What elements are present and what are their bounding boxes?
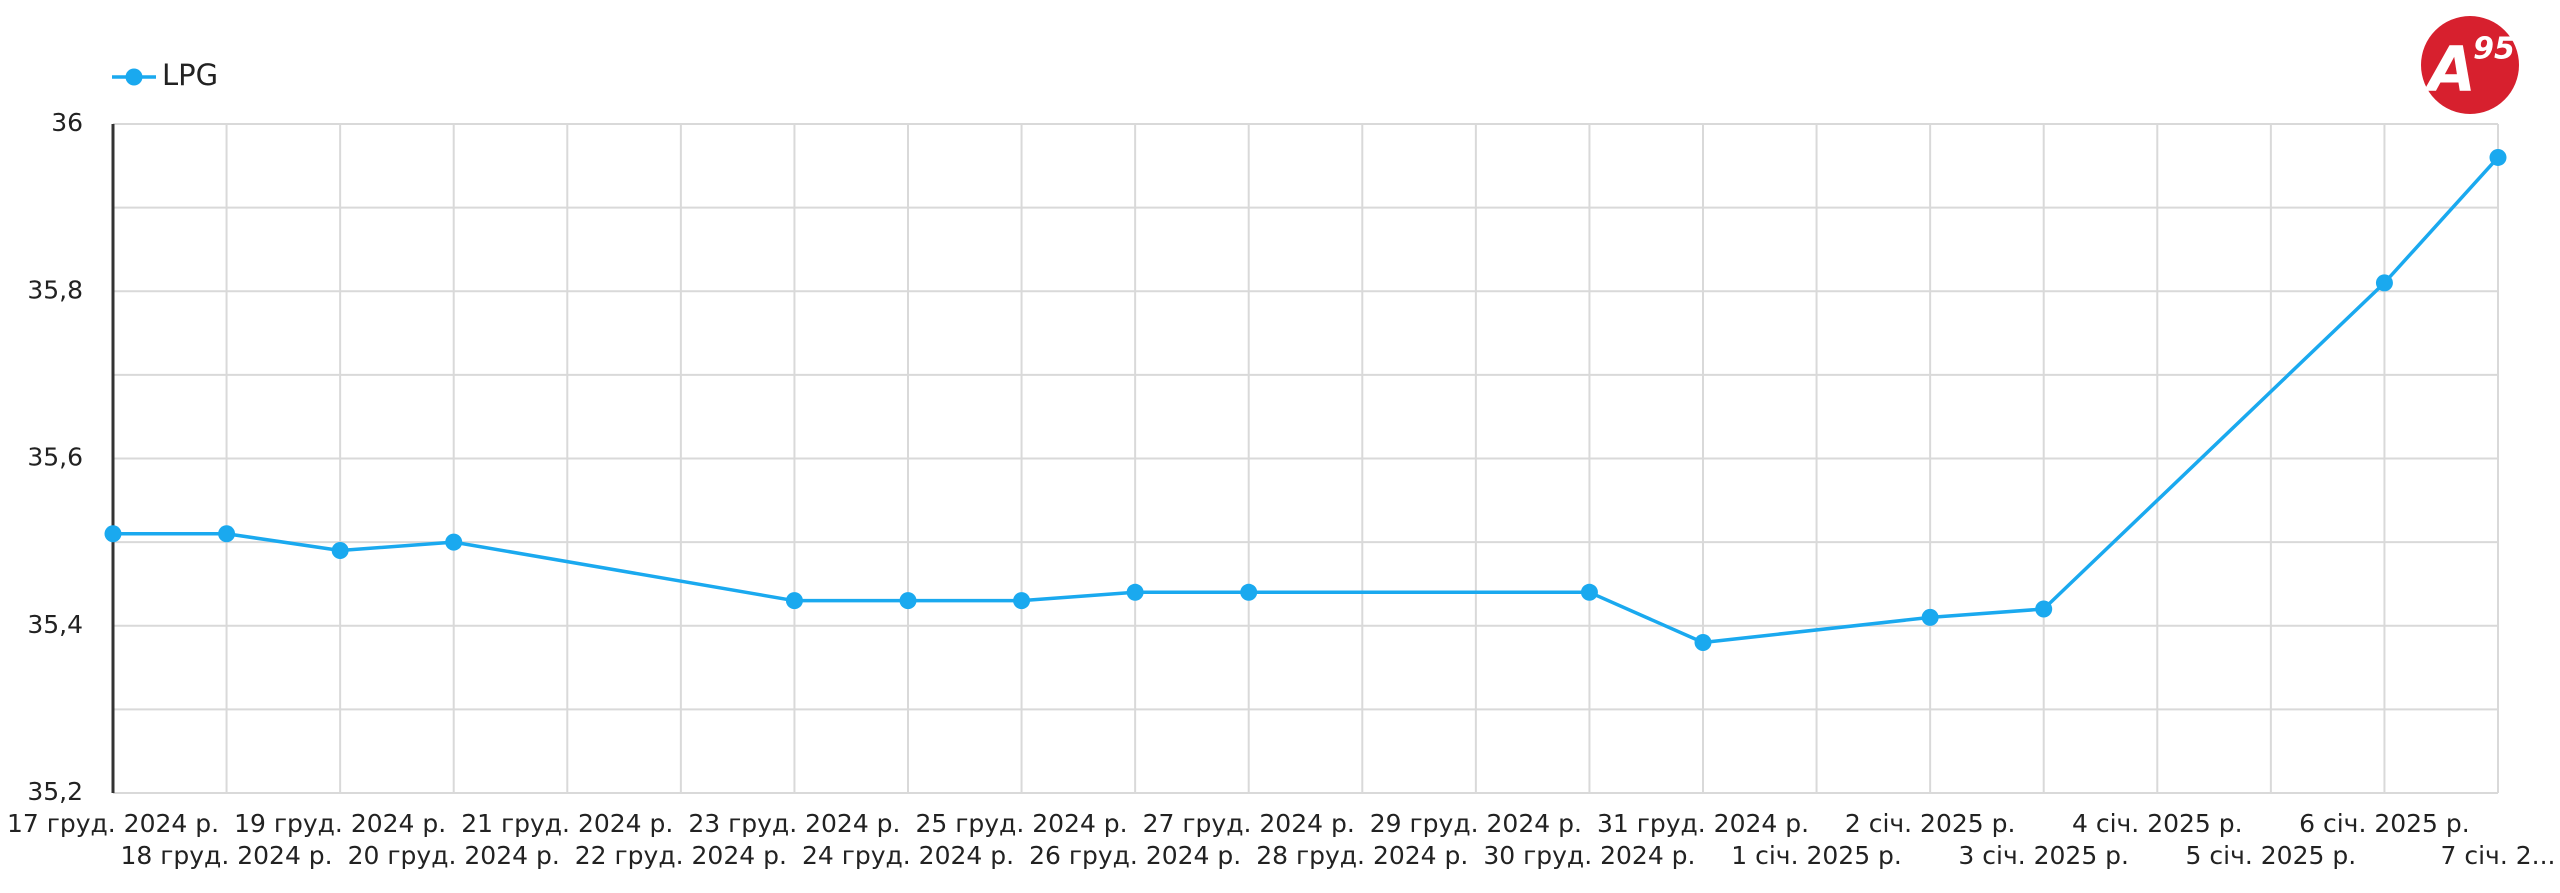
legend-item: LPG: [112, 58, 218, 92]
x-tick-label: 30 груд. 2024 р.: [1483, 841, 1695, 870]
logo-number: 95: [2473, 32, 2515, 67]
y-tick-label: 35,4: [27, 610, 83, 639]
y-tick-label: 35,6: [27, 443, 83, 472]
y-tick-label: 35,8: [27, 275, 83, 304]
x-tick-label: 6 січ. 2025 р.: [2299, 809, 2470, 838]
data-point: [445, 533, 463, 551]
x-tick-label: 7 січ. 2...: [2441, 841, 2556, 870]
x-tick-label: 1 січ. 2025 р.: [1731, 841, 1902, 870]
x-tick-label: 3 січ. 2025 р.: [1958, 841, 2129, 870]
x-tick-label: 19 груд. 2024 р.: [234, 809, 446, 838]
x-tick-label: 20 груд. 2024 р.: [348, 841, 560, 870]
data-point: [1240, 583, 1258, 601]
data-point: [1126, 583, 1144, 601]
series-line: [113, 156, 2500, 645]
logo: A 95: [2421, 16, 2519, 114]
data-point: [899, 592, 917, 610]
x-tick-label: 25 груд. 2024 р.: [916, 809, 1128, 838]
data-point: [2489, 148, 2507, 166]
legend-label: LPG: [162, 58, 218, 92]
x-tick-label: 5 січ. 2025 р.: [2186, 841, 2357, 870]
x-tick-label: 4 січ. 2025 р.: [2072, 809, 2243, 838]
logo-circle: [2421, 16, 2519, 114]
data-point: [1013, 592, 1031, 610]
x-tick-label: 24 груд. 2024 р.: [802, 841, 1014, 870]
data-point: [2035, 600, 2053, 618]
x-tick-label: 31 груд. 2024 р.: [1597, 809, 1809, 838]
logo-letter: A: [2423, 33, 2476, 106]
data-point: [1580, 583, 1598, 601]
x-tick-label: 2 січ. 2025 р.: [1845, 809, 2016, 838]
data-point: [1694, 633, 1712, 651]
data-point: [2375, 274, 2393, 292]
y-tick-label: 35,2: [27, 777, 83, 806]
legend-swatch-dot: [125, 68, 143, 86]
x-tick-label: 17 груд. 2024 р.: [7, 809, 219, 838]
x-tick-label: 23 груд. 2024 р.: [688, 809, 900, 838]
data-point: [218, 525, 236, 543]
x-tick-label: 29 груд. 2024 р.: [1370, 809, 1582, 838]
y-tick-label: 36: [51, 108, 83, 137]
data-point: [785, 592, 803, 610]
x-tick-label: 22 груд. 2024 р.: [575, 841, 787, 870]
data-point: [1921, 608, 1939, 626]
x-tick-label: 21 груд. 2024 р.: [461, 809, 673, 838]
x-tick-label: 28 груд. 2024 р.: [1256, 841, 1468, 870]
x-tick-label: 18 груд. 2024 р.: [121, 841, 333, 870]
x-tick-label: 26 груд. 2024 р.: [1029, 841, 1241, 870]
data-point: [104, 525, 122, 543]
x-tick-label: 27 груд. 2024 р.: [1143, 809, 1355, 838]
data-point: [331, 541, 349, 559]
